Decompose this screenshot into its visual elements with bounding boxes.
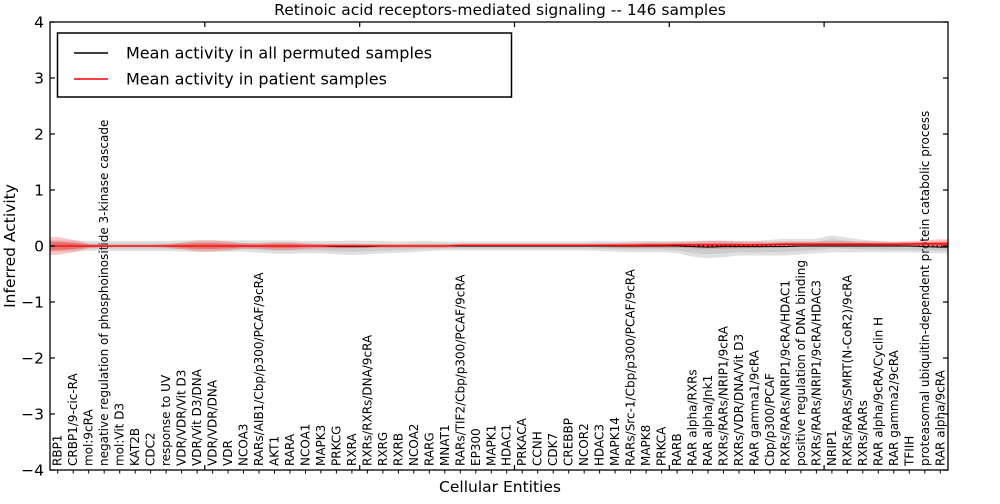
permuted-band-outer bbox=[50, 235, 948, 259]
permuted-band-inner bbox=[50, 239, 948, 255]
y-axis-title: Inferred Activity bbox=[1, 184, 19, 308]
y-tick-label: 1 bbox=[34, 182, 44, 200]
x-category-label: RAR alpha/Jnk1 bbox=[701, 375, 715, 466]
x-category-label: mol:9cRA bbox=[82, 409, 96, 466]
x-category-label: CDC2 bbox=[144, 432, 158, 466]
x-category-label: VDR/VDR/DNA bbox=[206, 379, 220, 466]
x-category-label: EP300 bbox=[469, 428, 483, 466]
x-axis-category-labels: RBP1 CRBP1/9-cic-RA mol:9cRA negative regul… bbox=[51, 111, 948, 467]
y-tick-label: 0 bbox=[34, 238, 44, 256]
x-category-label: NCOA1 bbox=[299, 424, 313, 466]
x-category-label: mol:Vit D3 bbox=[113, 403, 127, 466]
x-category-label: RBP1 bbox=[51, 435, 65, 466]
x-category-label: RXRs/RARs/NRIP1/9cRA bbox=[717, 325, 731, 466]
x-category-label: RXRB bbox=[391, 433, 405, 466]
axis-ticks bbox=[50, 21, 948, 474]
x-category-label: RAR alpha/9cRA/Cyclin H bbox=[871, 317, 885, 466]
x-category-label: NCOA2 bbox=[407, 424, 421, 466]
x-category-label: KAT2B bbox=[128, 428, 142, 466]
x-category-label: VDR/VDR/Vit D3 bbox=[175, 370, 189, 466]
y-tick-label: 3 bbox=[34, 70, 44, 88]
x-category-label: RARs/Src-1/Cbp/p300/PCAF/9cRA bbox=[624, 268, 638, 466]
x-category-label: HDAC1 bbox=[500, 424, 514, 466]
x-category-label: RXRs/RARs bbox=[856, 400, 870, 466]
y-tick-label: 2 bbox=[34, 126, 44, 144]
x-category-label: CRBP1/9-cic-RA bbox=[66, 372, 80, 466]
mean-activity-lines bbox=[50, 243, 948, 248]
x-category-label: RXRs/RARs/NRIP1/9cRA/HDAC1 bbox=[778, 280, 792, 466]
x-category-label: RAR alpha/RXRs bbox=[686, 369, 700, 466]
x-category-label: TFIIH bbox=[902, 436, 916, 467]
x-category-label: RAR alpha/9cRA bbox=[933, 369, 947, 466]
x-category-label: RXRs/RARs/NRIP1/9cRA/HDAC3 bbox=[809, 280, 823, 466]
x-category-label: RXRs/VDR/DNA/Vit D3 bbox=[732, 334, 746, 466]
x-axis-title: Cellular Entities bbox=[439, 478, 561, 496]
legend-label-permuted: Mean activity in all permuted samples bbox=[126, 44, 432, 63]
x-category-label: RARA bbox=[283, 433, 297, 466]
x-category-label: RXRs/RXRs/DNA/9cRA bbox=[360, 334, 374, 466]
x-category-label: PRKCG bbox=[329, 426, 343, 466]
x-category-label: NRIP1 bbox=[825, 430, 839, 466]
legend-box bbox=[56, 32, 513, 98]
x-category-label: RXRG bbox=[376, 432, 390, 466]
x-category-label: VDR/Vit D3/DNA bbox=[190, 368, 204, 466]
x-category-label: CCNH bbox=[531, 431, 545, 466]
x-category-label: RARB bbox=[670, 433, 684, 466]
x-category-label: VDR bbox=[221, 440, 235, 466]
y-axis-tick-labels: 4 3 2 1 0 −1 −2 −3 −4 bbox=[21, 14, 44, 480]
x-category-label: CDK7 bbox=[546, 433, 560, 466]
legend: Mean activity in all permuted samples Me… bbox=[56, 32, 513, 98]
patient-mean-line bbox=[50, 243, 948, 247]
x-category-label: RARs/TIF2/Cbp/p300/PCAF/9cRA bbox=[453, 274, 467, 466]
x-category-label: HDAC3 bbox=[593, 424, 607, 466]
x-category-label: positive regulation of DNA binding bbox=[794, 260, 808, 466]
x-category-label: NCOA3 bbox=[237, 424, 251, 466]
x-category-label: proteasomal ubiquitin-dependent protein … bbox=[918, 111, 932, 466]
y-tick-label: −4 bbox=[21, 462, 44, 480]
y-tick-label: 4 bbox=[34, 14, 44, 32]
x-category-label: MAPK3 bbox=[314, 425, 328, 466]
x-category-label: RARs/AIB1/Cbp/p300/PCAF/9cRA bbox=[252, 272, 266, 466]
x-category-label: Cbp/p300/PCAF bbox=[763, 373, 777, 466]
x-category-label: PRKCA bbox=[655, 426, 669, 466]
x-category-label: RARG bbox=[422, 432, 436, 466]
chart-title: Retinoic acid receptors-mediated signali… bbox=[274, 1, 726, 19]
x-category-label: response to UV bbox=[159, 374, 173, 466]
x-category-label: RXRs/RARs/SMRT(N-CoR2)/9cRA bbox=[840, 274, 854, 466]
x-category-label: MNAT1 bbox=[438, 424, 452, 466]
x-category-label: MAPK8 bbox=[639, 425, 653, 466]
x-category-label: RXRA bbox=[345, 433, 359, 466]
x-category-label: RAR gamma2/9cRA bbox=[887, 349, 901, 466]
x-category-label: CREBBP bbox=[562, 418, 576, 466]
x-category-label: AKT1 bbox=[268, 436, 282, 466]
x-category-label: negative regulation of phosphoinositide … bbox=[97, 120, 111, 466]
x-category-label: NCOR2 bbox=[577, 423, 591, 466]
legend-label-patient: Mean activity in patient samples bbox=[126, 70, 387, 89]
x-category-label: MAPK1 bbox=[484, 425, 498, 466]
activity-bands bbox=[50, 235, 948, 259]
y-tick-label: −2 bbox=[21, 350, 44, 368]
x-category-label: RAR gamma1/9cRA bbox=[748, 349, 762, 466]
y-tick-label: −1 bbox=[21, 294, 44, 312]
y-tick-label: −3 bbox=[21, 406, 44, 424]
x-category-label: PRKACA bbox=[515, 417, 529, 466]
x-category-label: MAPK14 bbox=[608, 417, 622, 466]
